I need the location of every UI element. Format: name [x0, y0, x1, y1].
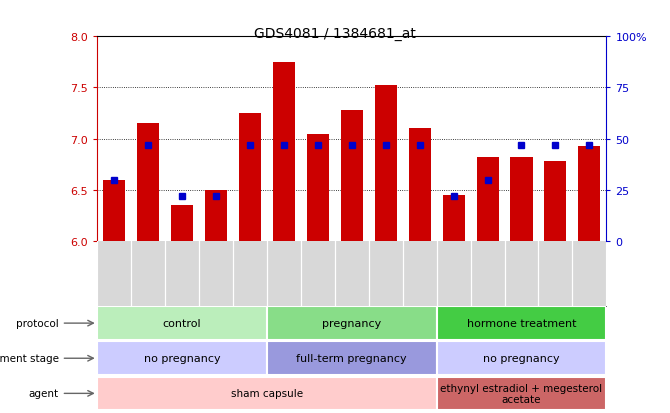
- Text: pregnancy: pregnancy: [322, 318, 381, 328]
- Bar: [267, 342, 437, 375]
- Bar: [267, 306, 437, 340]
- Text: no pregnancy: no pregnancy: [483, 354, 560, 363]
- Bar: [511, 158, 533, 242]
- Text: agent: agent: [29, 389, 59, 399]
- Text: no pregnancy: no pregnancy: [143, 354, 220, 363]
- Bar: [103, 180, 125, 242]
- Bar: [409, 129, 431, 242]
- Bar: [239, 114, 261, 242]
- Text: GDS4081 / 1384681_at: GDS4081 / 1384681_at: [254, 27, 416, 41]
- Bar: [437, 342, 606, 375]
- Text: sham capsule: sham capsule: [231, 389, 303, 399]
- Text: ethynyl estradiol + megesterol
acetate: ethynyl estradiol + megesterol acetate: [440, 382, 602, 404]
- Bar: [97, 377, 437, 410]
- Bar: [545, 162, 566, 242]
- Bar: [341, 111, 362, 242]
- Bar: [137, 124, 159, 242]
- Bar: [307, 134, 329, 242]
- Bar: [273, 63, 295, 242]
- Bar: [443, 196, 464, 242]
- Bar: [476, 158, 498, 242]
- Text: control: control: [163, 318, 201, 328]
- Text: protocol: protocol: [16, 318, 59, 328]
- Bar: [97, 342, 267, 375]
- Bar: [205, 190, 227, 242]
- Bar: [375, 86, 397, 242]
- Bar: [437, 306, 606, 340]
- Text: development stage: development stage: [0, 354, 59, 363]
- Bar: [578, 147, 600, 242]
- Text: hormone treatment: hormone treatment: [467, 318, 576, 328]
- Text: full-term pregnancy: full-term pregnancy: [296, 354, 407, 363]
- Bar: [437, 377, 606, 410]
- Bar: [171, 206, 193, 242]
- Bar: [97, 306, 267, 340]
